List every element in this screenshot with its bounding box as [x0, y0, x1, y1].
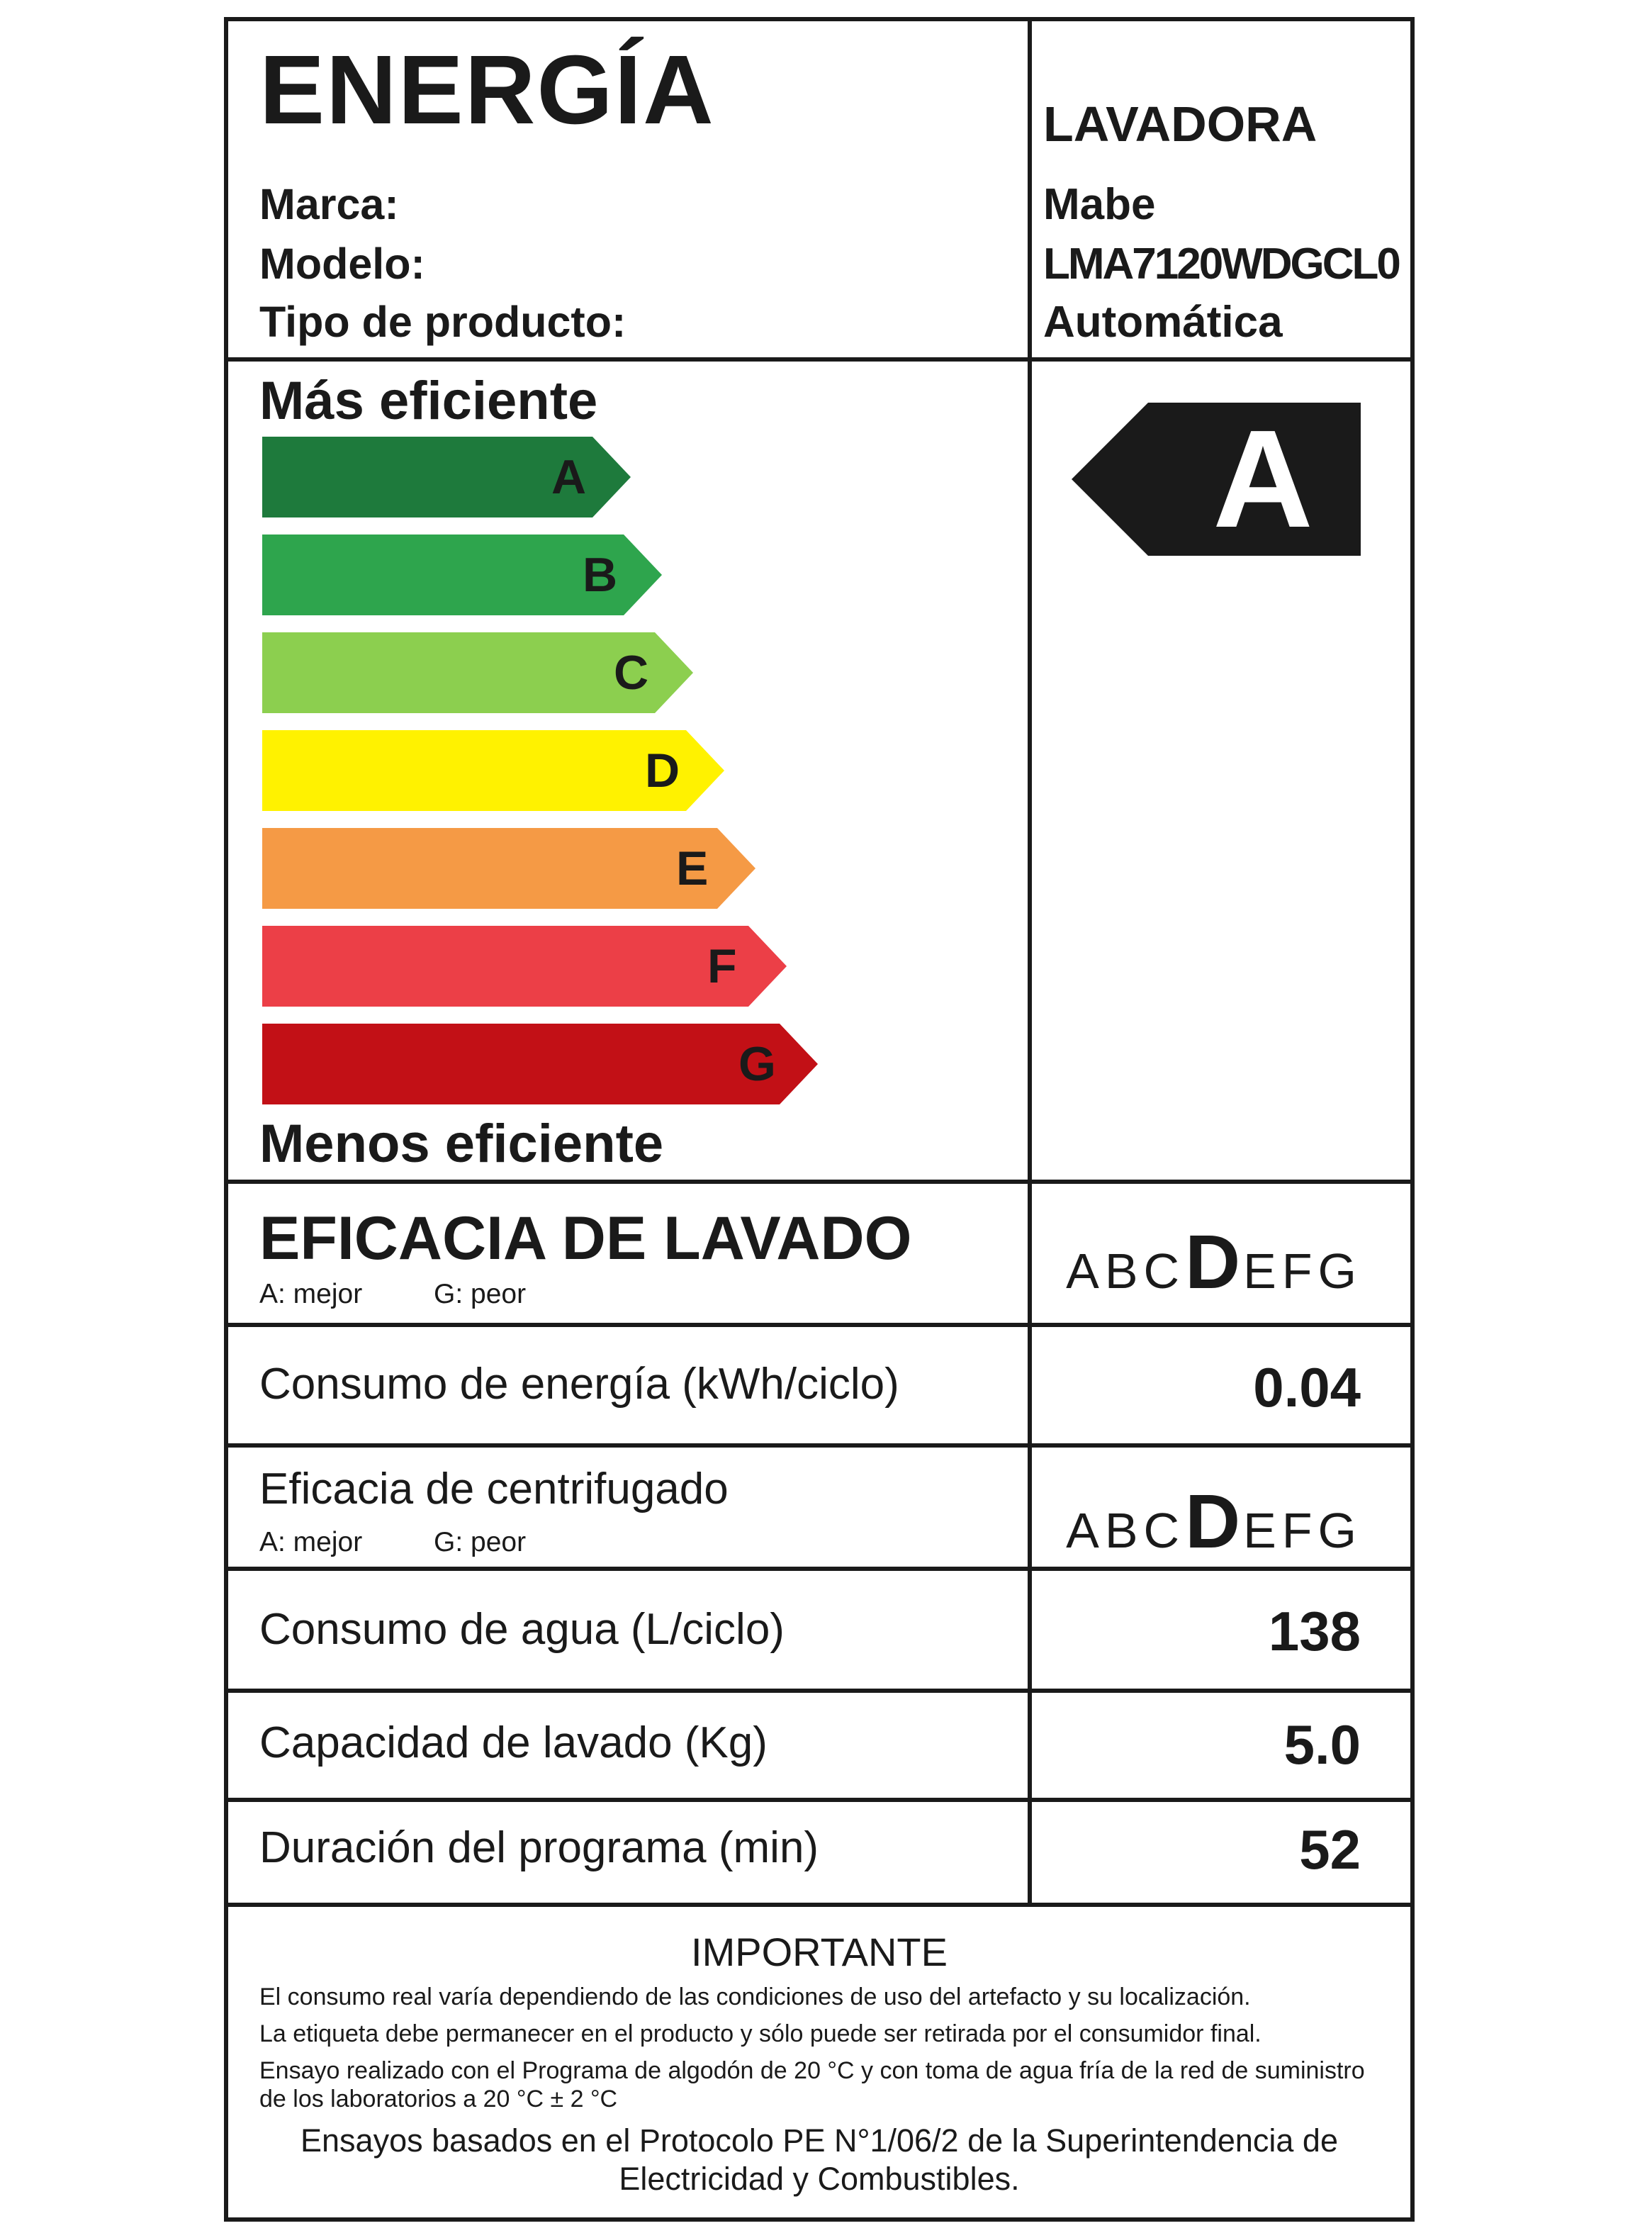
efficiency-bar-c: C [262, 632, 693, 713]
scale-top-caption: Más eficiente [259, 371, 598, 431]
wash-worst-note: G: peor [434, 1279, 527, 1309]
scale-letter-a: A [1066, 1243, 1105, 1299]
efficiency-bar-letter: F [707, 939, 737, 993]
scale-bottom-caption: Menos eficiente [259, 1114, 664, 1174]
spin-efficiency-label: Eficacia de centrifugado [259, 1465, 729, 1513]
important-line: Ensayo realizado con el Programa de algo… [259, 2057, 1365, 2084]
scale-letter-c: C [1143, 1243, 1186, 1299]
efficiency-bar-shape [262, 632, 693, 713]
rating-indicator-letter: A [1213, 401, 1313, 556]
spin-best-note: A: mejor [259, 1527, 363, 1557]
efficiency-bar-letter: G [738, 1037, 776, 1091]
model-label: Modelo: [259, 240, 425, 288]
divider-scale [228, 1180, 1410, 1184]
wash-best-note: A: mejor [259, 1279, 363, 1309]
scale-letter-e: E [1243, 1243, 1282, 1299]
important-title: IMPORTANTE [691, 1930, 948, 1974]
scale-letter-g: G [1317, 1503, 1362, 1558]
appliance-type: LAVADORA [1043, 96, 1317, 152]
water-consumption-value: 138 [1268, 1600, 1361, 1662]
scale-letter-c: C [1143, 1503, 1186, 1558]
model-value: LMA7120WDGCL0 [1043, 240, 1401, 289]
scale-letter-g: G [1317, 1243, 1362, 1299]
efficiency-bar-letter: B [583, 548, 618, 602]
divider-wash [228, 1323, 1410, 1327]
capacity-value: 5.0 [1283, 1713, 1361, 1776]
scale-letter-f: F [1281, 1503, 1318, 1558]
brand-label: Marca: [259, 180, 399, 228]
divider-header [228, 357, 1410, 362]
scale-letter-b: B [1104, 1243, 1144, 1299]
column-divider [1028, 21, 1032, 1907]
rating-indicator-arrow [1072, 403, 1361, 556]
efficiency-bar-letter: E [676, 841, 709, 895]
efficiency-bar-shape [262, 926, 787, 1007]
brand-value: Mabe [1043, 180, 1156, 229]
divider-energy [228, 1443, 1410, 1448]
scale-letter-a: A [1066, 1503, 1105, 1558]
efficiency-bar-g: G [262, 1024, 818, 1104]
efficiency-bar-shape [262, 437, 631, 517]
energy-consumption-label: Consumo de energía (kWh/ciclo) [259, 1360, 899, 1409]
scale-letter-d: D [1185, 1478, 1244, 1564]
capacity-label: Capacidad de lavado (Kg) [259, 1718, 768, 1767]
divider-capacity [228, 1798, 1410, 1802]
important-line: El consumo real varía dependiendo de las… [259, 1983, 1251, 2010]
energy-label: ENERGÍA LAVADORA Marca: Modelo: Tipo de … [224, 17, 1415, 2222]
water-consumption-label: Consumo de agua (L/ciclo) [259, 1605, 785, 1654]
efficiency-bar-a: A [262, 437, 631, 517]
efficiency-bar-letter: A [551, 450, 587, 504]
scale-letter-e: E [1243, 1503, 1282, 1558]
label-title: ENERGÍA [259, 35, 715, 145]
important-footer-line: Electricidad y Combustibles. [619, 2161, 1020, 2197]
efficiency-bar-b: B [262, 535, 662, 615]
efficiency-bar-f: F [262, 926, 787, 1007]
efficiency-bar-shape [262, 730, 724, 811]
duration-value: 52 [1299, 1818, 1361, 1881]
scale-letter-f: F [1281, 1243, 1318, 1299]
important-line: de los laboratorios a 20 °C ± 2 °C [259, 2086, 618, 2112]
divider-water [228, 1689, 1410, 1693]
important-line: La etiqueta debe permanecer en el produc… [259, 2020, 1262, 2047]
product-type-value: Automática [1043, 298, 1283, 347]
efficiency-bar-d: D [262, 730, 724, 811]
spin-worst-note: G: peor [434, 1527, 527, 1557]
energy-consumption-value: 0.04 [1253, 1356, 1361, 1418]
duration-label: Duración del programa (min) [259, 1823, 819, 1872]
scale-letter-d: D [1185, 1219, 1244, 1304]
efficiency-bar-letter: C [614, 646, 649, 700]
efficiency-bar-shape [262, 535, 662, 615]
efficiency-bar-shape [262, 828, 755, 909]
important-footer-line: Ensayos basados en el Protocolo PE N°1/0… [300, 2122, 1338, 2159]
divider-spin [228, 1567, 1410, 1571]
scale-letter-b: B [1104, 1503, 1144, 1558]
wash-efficiency-title: EFICACIA DE LAVADO [259, 1204, 912, 1272]
efficiency-bar-e: E [262, 828, 755, 909]
divider-duration [228, 1903, 1410, 1907]
efficiency-bar-shape [262, 1024, 818, 1104]
product-type-label: Tipo de producto: [259, 298, 626, 346]
efficiency-bar-letter: D [645, 744, 680, 798]
